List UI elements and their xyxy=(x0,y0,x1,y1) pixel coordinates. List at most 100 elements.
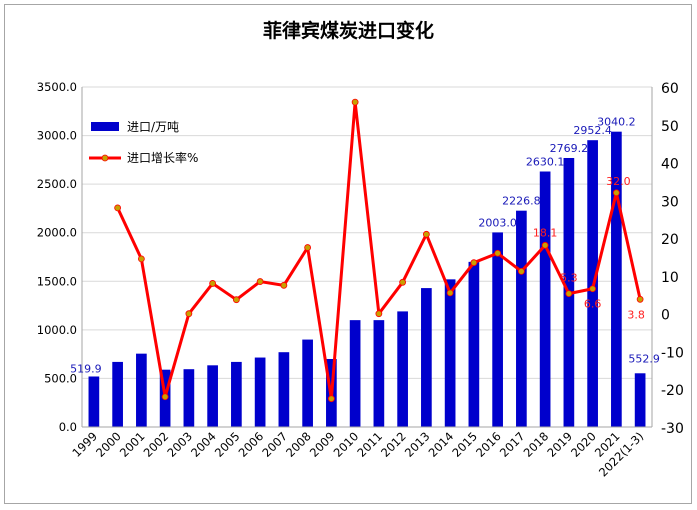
bar xyxy=(302,339,313,427)
bar xyxy=(397,311,408,427)
line-point xyxy=(422,230,430,238)
line-point xyxy=(399,278,407,286)
line-point xyxy=(232,296,240,304)
bar xyxy=(634,373,646,427)
x-tick: 2000 xyxy=(93,429,124,460)
legend-bar-label: 进口/万吨 xyxy=(127,120,179,134)
x-tick: 2001 xyxy=(117,429,148,460)
line-point xyxy=(137,255,145,263)
y-right-tick: -30 xyxy=(661,421,684,437)
line-point xyxy=(185,310,193,318)
bar xyxy=(468,261,480,427)
bar-label: 2226.8 xyxy=(502,195,541,208)
line-label: 32.0 xyxy=(606,175,631,188)
y-right-tick: -10 xyxy=(661,345,684,361)
x-tick: 2007 xyxy=(259,429,290,460)
line-point xyxy=(209,280,217,287)
line-point xyxy=(446,289,454,297)
line-label: 5.3 xyxy=(560,272,578,285)
line-point xyxy=(589,285,597,293)
y-right-tick: -20 xyxy=(661,383,684,399)
bar xyxy=(492,232,503,427)
y-left-tick: 3000.0 xyxy=(37,129,77,143)
gridlines xyxy=(82,86,652,428)
x-tick: 2009 xyxy=(307,429,338,460)
x-tick: 2005 xyxy=(212,429,243,460)
bar xyxy=(349,320,361,427)
bar xyxy=(611,131,622,427)
x-tick: 2002 xyxy=(141,429,172,460)
x-tick: 2018 xyxy=(521,429,552,460)
bar xyxy=(183,369,195,427)
bar xyxy=(516,210,527,427)
line-point xyxy=(375,310,383,318)
x-tick: 2003 xyxy=(164,429,195,460)
line-point xyxy=(470,259,478,267)
x-tick: 2020 xyxy=(568,429,599,460)
bar xyxy=(278,352,290,427)
line-point xyxy=(256,278,264,285)
y-right-tick: 30 xyxy=(661,194,679,210)
x-tick: 2004 xyxy=(188,429,219,460)
legend-line-marker xyxy=(101,154,109,162)
x-tick: 2019 xyxy=(544,429,575,460)
bar-label: 3040.2 xyxy=(597,116,636,129)
x-tick: 2010 xyxy=(331,429,362,460)
line-series xyxy=(114,98,644,403)
legend-line-label: 进口增长率% xyxy=(127,150,198,165)
y-left-tick: 500.0 xyxy=(44,371,77,385)
line-point xyxy=(636,295,644,303)
line-point xyxy=(351,98,359,106)
y-right-tick: 0 xyxy=(661,308,670,324)
bar-label: 2769.2 xyxy=(550,142,589,155)
line-point xyxy=(327,395,335,403)
x-tick: 2013 xyxy=(402,429,433,460)
line-label: 18.1 xyxy=(533,226,558,239)
bar xyxy=(231,361,242,427)
x-tick: 2011 xyxy=(354,429,385,460)
x-tick: 2014 xyxy=(426,429,457,460)
bar xyxy=(88,376,100,427)
line-point xyxy=(612,189,620,197)
y-left-tick: 3500.0 xyxy=(37,80,77,94)
line-point xyxy=(517,267,525,275)
line-label: 3.8 xyxy=(627,308,645,321)
bar xyxy=(207,365,218,427)
y-right-tick: 10 xyxy=(661,270,679,286)
y-left-tick: 0.0 xyxy=(59,420,77,434)
bar-label: 2003.0 xyxy=(478,216,517,229)
x-tick: 2006 xyxy=(236,429,267,460)
line-point xyxy=(541,241,549,249)
x-tick: 2008 xyxy=(283,429,314,460)
line-point xyxy=(565,290,573,298)
y-right-tick: 60 xyxy=(661,81,679,97)
line-point xyxy=(114,204,122,212)
bar-label: 519.9 xyxy=(70,362,102,375)
x-tick: 2017 xyxy=(497,429,528,460)
y-right-tick: 40 xyxy=(661,157,679,173)
bar-label: 2630.1 xyxy=(526,156,565,169)
chart-title: 菲律宾煤炭进口变化 xyxy=(262,20,434,42)
y-left-tick: 1500.0 xyxy=(37,274,77,288)
y-right-tick: 20 xyxy=(661,232,679,248)
x-tick: 2015 xyxy=(449,429,480,460)
bar xyxy=(112,361,123,427)
bar-label: 552.9 xyxy=(628,352,660,365)
bar-label: 2952.4 xyxy=(573,124,612,137)
line-point xyxy=(304,244,312,251)
x-tick: 2012 xyxy=(378,429,409,460)
line-point xyxy=(161,393,169,401)
y-right-tick: 50 xyxy=(661,119,679,135)
x-tick: 2016 xyxy=(473,429,504,460)
bar xyxy=(421,288,432,427)
line-point xyxy=(280,281,288,289)
y-left-tick: 2000.0 xyxy=(37,226,77,240)
line-point xyxy=(494,249,502,257)
bar xyxy=(539,171,551,427)
legend-bar-swatch xyxy=(91,122,119,131)
bar xyxy=(136,353,147,427)
line-label: 6.6 xyxy=(584,298,602,311)
